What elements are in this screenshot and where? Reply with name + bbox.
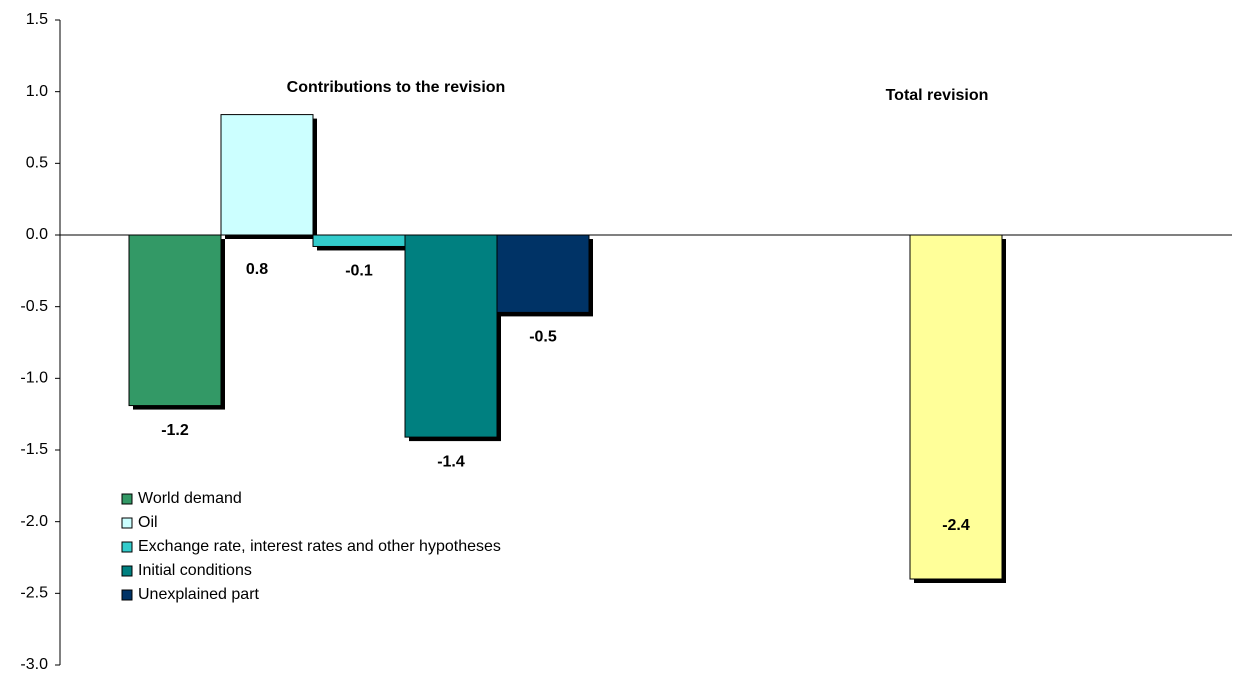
y-tick-label: 1.0 — [26, 83, 48, 100]
y-tick-label: 0.5 — [26, 155, 48, 172]
legend-label: Exchange rate, interest rates and other … — [138, 538, 501, 555]
value-label: -1.4 — [437, 453, 465, 470]
legend-label: World demand — [138, 490, 242, 507]
legend-swatch — [121, 589, 133, 601]
y-tick-label: -1.0 — [20, 370, 48, 387]
bar — [404, 234, 498, 438]
legend-swatch — [121, 517, 133, 529]
value-label: -1.2 — [161, 422, 189, 439]
bar — [220, 114, 314, 236]
legend-swatch — [121, 493, 133, 505]
y-tick-label: 0.0 — [26, 226, 48, 243]
legend-label: Initial conditions — [138, 562, 252, 579]
annotation: Contributions to the revision — [287, 79, 506, 96]
y-tick-label: -1.5 — [20, 441, 48, 458]
value-label: -2.4 — [942, 517, 970, 534]
legend-swatch — [121, 565, 133, 577]
bar — [128, 234, 222, 407]
legend-label: Oil — [138, 514, 158, 531]
value-label: 0.8 — [246, 261, 268, 278]
y-tick-label: -2.0 — [20, 513, 48, 530]
value-label: -0.5 — [529, 329, 557, 346]
value-label: -0.1 — [345, 263, 373, 280]
bar — [312, 234, 406, 247]
bar — [496, 234, 590, 313]
bar — [909, 234, 1003, 580]
legend-label: Unexplained part — [138, 586, 260, 603]
y-tick-label: -0.5 — [20, 298, 48, 315]
legend-swatch — [121, 541, 133, 553]
y-tick-label: 1.5 — [26, 11, 48, 28]
y-tick-label: -3.0 — [20, 656, 48, 673]
y-tick-label: -2.5 — [20, 585, 48, 602]
annotation: Total revision — [886, 87, 989, 104]
